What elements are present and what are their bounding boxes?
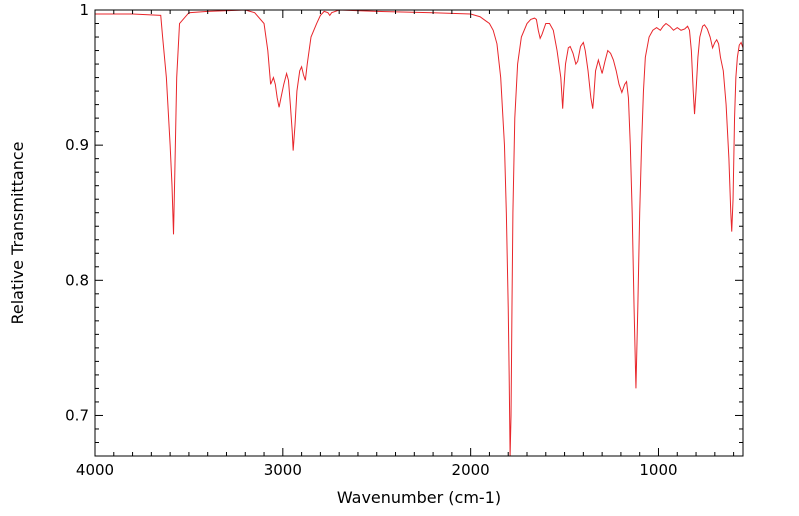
y-axis-title: Relative Transmittance: [8, 141, 27, 324]
spectrum-line: [95, 10, 743, 456]
x-tick-label: 4000: [76, 461, 114, 479]
x-axis-ticks: 4000 3000 2000 1000: [76, 10, 735, 479]
x-axis-title: Wavenumber (cm-1): [337, 488, 501, 507]
y-axis-ticks: 0.7 0.8 0.9 1: [65, 1, 743, 443]
plot-area-background: [95, 10, 743, 456]
x-tick-label: 3000: [264, 461, 302, 479]
x-tick-label: 1000: [639, 461, 677, 479]
plot-frame: [94, 9, 744, 457]
y-tick-label: 0.8: [65, 271, 89, 289]
plot-area: [95, 10, 743, 456]
y-tick-label: 0.7: [65, 406, 89, 424]
y-tick-label: 0.9: [65, 136, 89, 154]
x-tick-label: 2000: [452, 461, 490, 479]
y-tick-label: 1: [79, 1, 89, 19]
